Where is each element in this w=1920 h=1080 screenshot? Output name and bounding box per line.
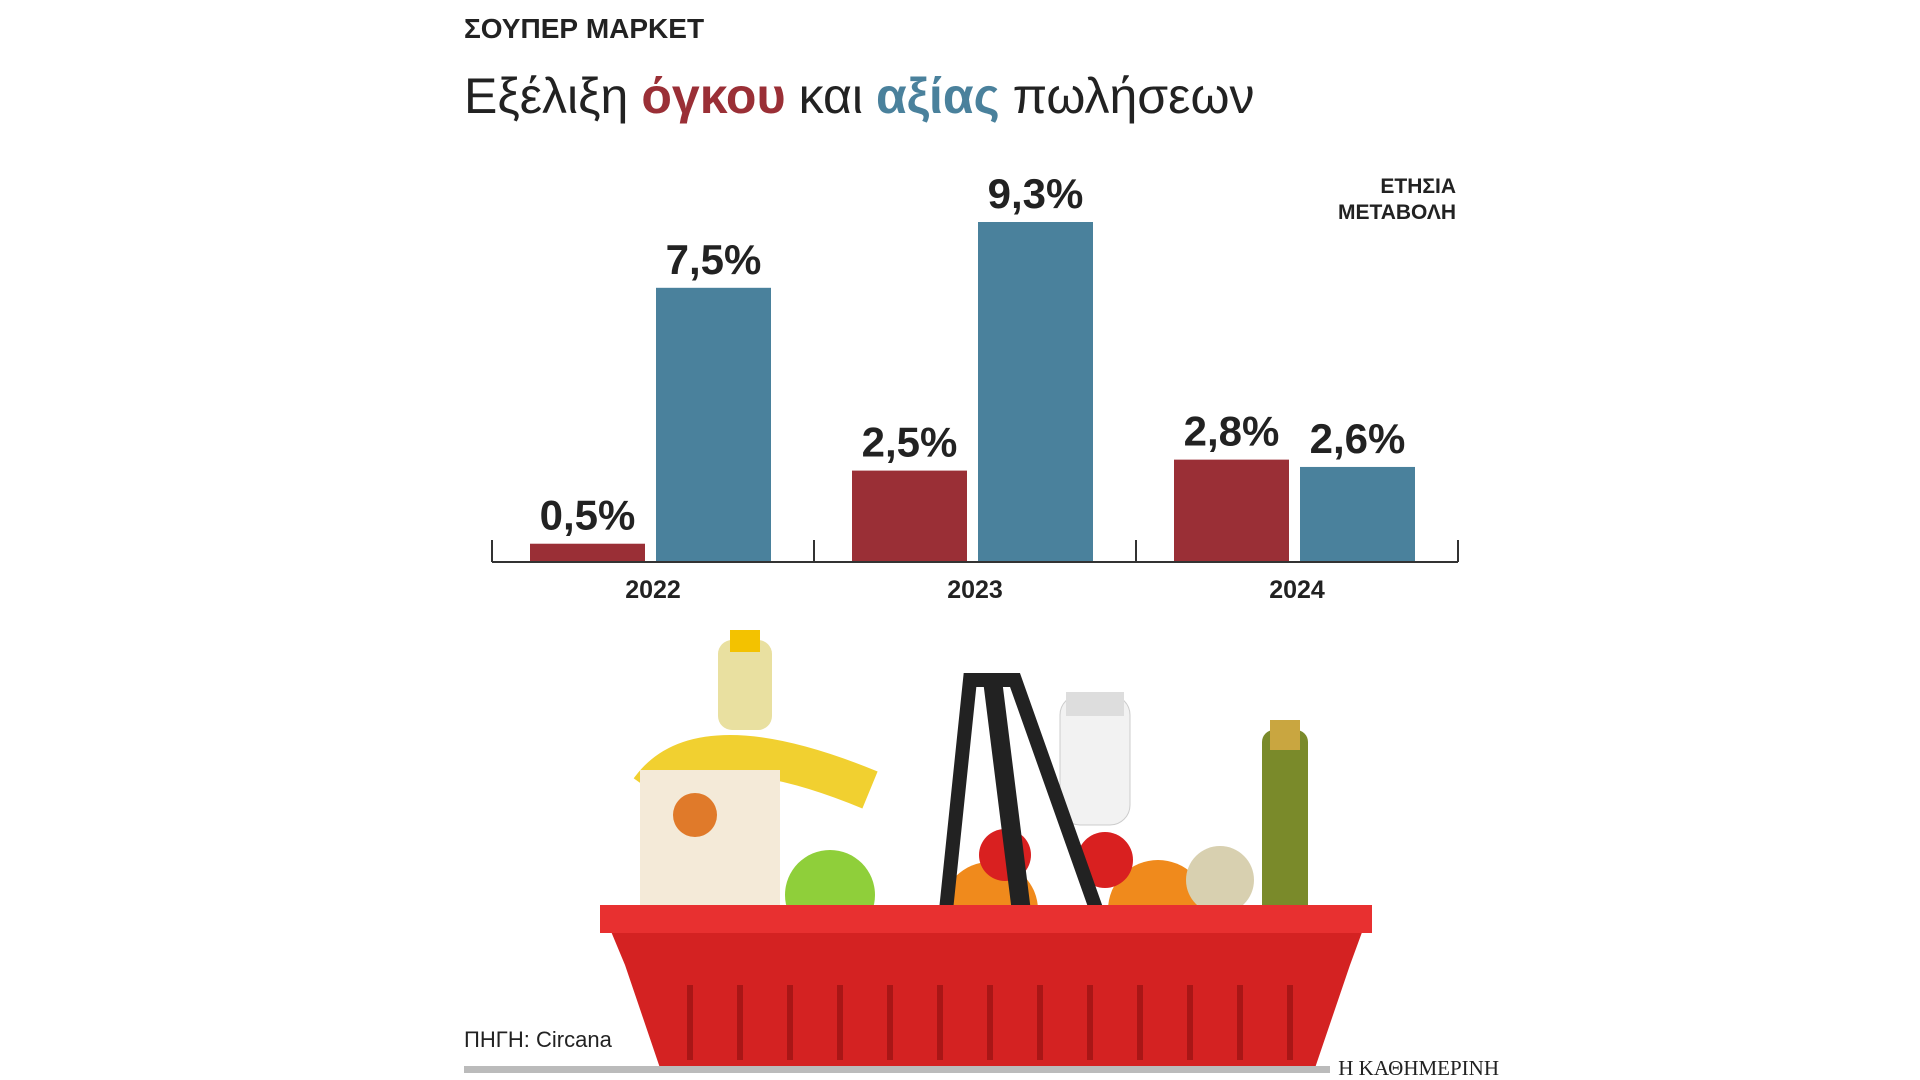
title-part: και [799,68,863,124]
title-part: αξίας [876,68,1000,124]
value-label: 0,5% [540,492,636,539]
x-tick-label: 2023 [947,576,1003,604]
value-label: 9,3% [988,170,1084,217]
value-label: 2,8% [1184,408,1280,455]
supertitle: ΣΟΥΠΕΡ ΜΑΡΚΕΤ [464,13,704,44]
basket-illustration [600,630,1372,1068]
bar [530,543,645,562]
x-tick-label: 2024 [1269,576,1325,604]
title-part: Εξέλιξη [464,68,628,124]
annotation: ΜΕΤΑΒΟΛΗ [1338,201,1456,224]
footer-rule [464,1066,1330,1073]
value-label: 7,5% [666,236,762,283]
bar [1300,466,1415,562]
bar [1174,459,1289,562]
annotation: ΕΤΗΣΙΑ [1380,175,1456,198]
bar [852,470,967,562]
value-label: 2,6% [1310,415,1406,462]
bar [978,222,1093,562]
bar [656,287,771,562]
value-label: 2,5% [862,419,958,466]
source: ΠΗΓΗ: Circana [464,1027,613,1052]
credit: Η ΚΑΘΗΜΕΡΙΝΗ [1338,1056,1499,1080]
x-tick-label: 2022 [625,576,681,604]
title-part: όγκου [641,68,785,124]
title-part: πωλήσεων [1013,68,1255,124]
chart-title: Εξέλιξη όγκου και αξίας πωλήσεων [464,68,1254,124]
